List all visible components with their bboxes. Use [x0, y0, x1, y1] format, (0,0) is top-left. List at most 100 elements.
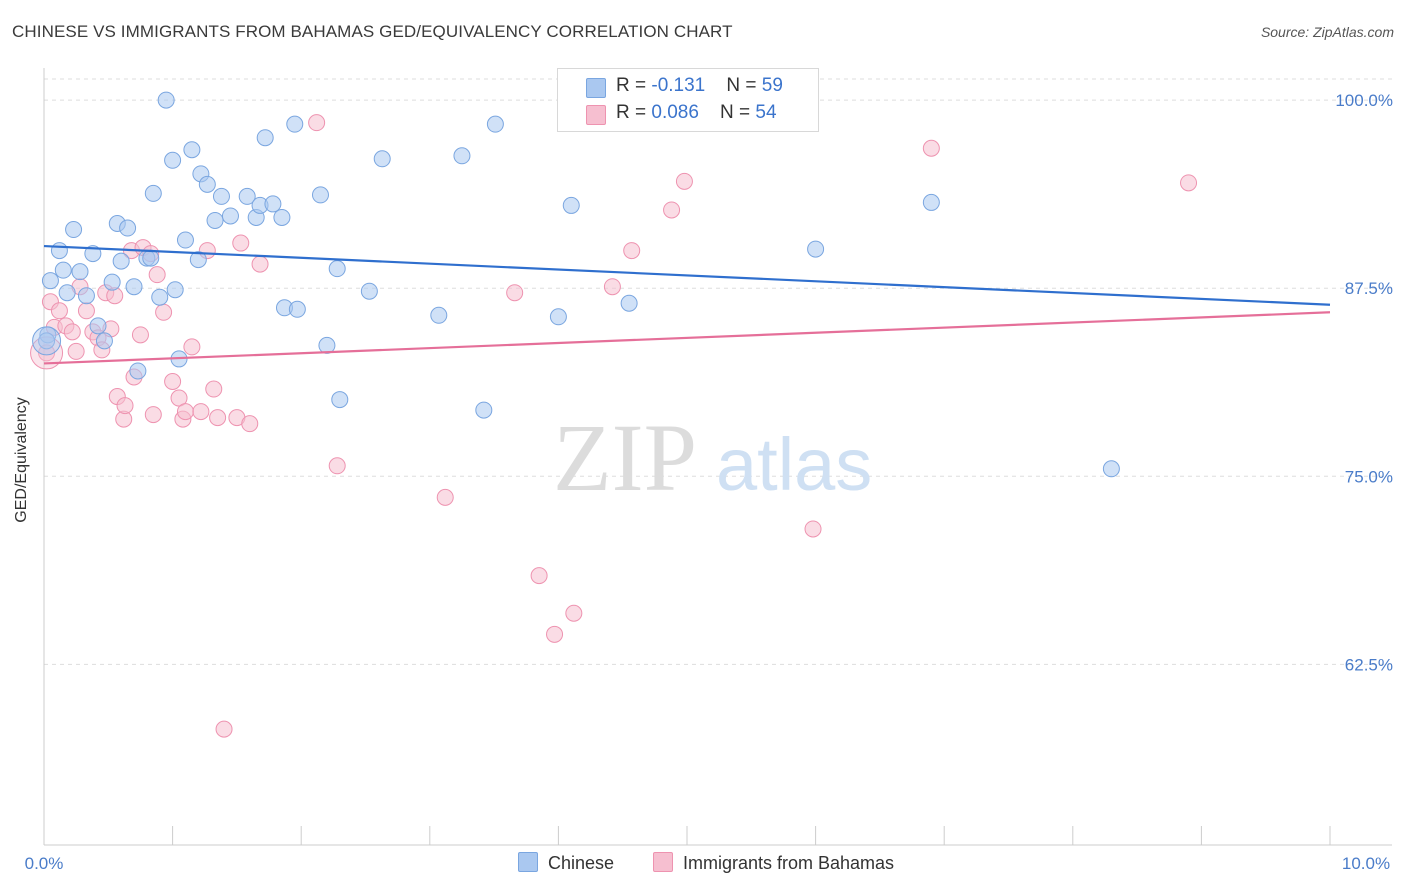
chinese-point [922, 193, 940, 211]
bahamas-trend-line [43, 311, 1331, 365]
chinese-point [198, 175, 216, 193]
chinese-point [54, 261, 72, 279]
x-tick-label: 0.0% [25, 854, 64, 873]
chinese-point [256, 129, 274, 147]
series-chinese-points [32, 91, 1120, 478]
chinese-point [144, 184, 162, 202]
chinese-cluster-point [32, 326, 62, 356]
bahamas-point [155, 303, 173, 321]
y-tick-label: 75.0% [1345, 467, 1393, 486]
y-tick-label: 100.0% [1335, 91, 1393, 110]
bahamas-point [506, 284, 524, 302]
bahamas-point [50, 302, 68, 320]
chinese-point [807, 240, 825, 258]
chinese-point [58, 284, 76, 302]
axes [43, 68, 1392, 846]
chinese-point [328, 260, 346, 278]
bahamas-point [215, 720, 233, 738]
chinese-point [288, 300, 306, 318]
chinese-point [620, 294, 638, 312]
watermark: ZIP atlas [553, 404, 872, 511]
legend-box: R = -0.131 N = 59 R = 0.086 N = 54 [557, 68, 819, 132]
chinese-point [166, 281, 184, 299]
chinese-point [430, 306, 448, 324]
chinese-point [125, 278, 143, 296]
bahamas-point [603, 278, 621, 296]
trend-lines [43, 244, 1331, 365]
chinese-point [1102, 460, 1120, 478]
chinese-point [84, 245, 102, 263]
legend-r-label-chinese: R = [616, 75, 652, 96]
chinese-point [38, 332, 56, 350]
chinese-point [486, 115, 504, 133]
chinese-point [103, 273, 121, 291]
chart-title: CHINESE VS IMMIGRANTS FROM BAHAMAS GED/E… [12, 22, 733, 41]
bottom-legend-swatch-chinese [518, 852, 538, 872]
bahamas-point [192, 403, 210, 421]
chinese-point [112, 252, 130, 270]
chinese-point [238, 187, 256, 205]
bahamas-point [164, 373, 182, 391]
chinese-point [151, 288, 169, 306]
legend-r-value-bahamas: 0.086 [651, 102, 699, 123]
bottom-legend-chinese: Chinese [518, 852, 614, 874]
bottom-legend-label-chinese: Chinese [548, 853, 615, 873]
chinese-point [77, 287, 95, 305]
legend-swatch-chinese [586, 78, 606, 98]
bahamas-point [623, 242, 641, 260]
chinese-trend-line [43, 244, 1331, 306]
legend-r-label-bahamas: R = [616, 102, 652, 123]
chinese-point [95, 332, 113, 350]
chinese-point [311, 186, 329, 204]
bahamas-point [116, 397, 134, 415]
bahamas-point [205, 380, 223, 398]
bahamas-point [530, 567, 548, 585]
watermark-zip: ZIP [553, 404, 697, 511]
x-tick-label: 10.0% [1342, 854, 1390, 873]
legend-n-value-bahamas: 54 [755, 102, 777, 123]
bahamas-point [131, 326, 149, 344]
bahamas-point [251, 255, 269, 273]
series-bahamas-points [30, 114, 1198, 738]
bahamas-point [436, 488, 454, 506]
bottom-legend-swatch-bahamas [653, 852, 673, 872]
chinese-point [318, 336, 336, 354]
chinese-point [264, 195, 282, 213]
bahamas-point [565, 604, 583, 622]
gridlines [44, 78, 1392, 665]
bahamas-point [176, 403, 194, 421]
bahamas-point [675, 172, 693, 190]
chinese-point [164, 151, 182, 169]
chinese-point [360, 282, 378, 300]
watermark-atlas: atlas [716, 423, 872, 506]
chinese-point [71, 263, 89, 281]
y-tick-label: 62.5% [1345, 655, 1393, 674]
bahamas-point [183, 338, 201, 356]
bahamas-point [546, 625, 564, 643]
bahamas-point [232, 234, 250, 252]
bahamas-point [144, 406, 162, 424]
chinese-point [142, 249, 160, 267]
bahamas-point [663, 201, 681, 219]
bahamas-point [209, 409, 227, 427]
chinese-point [373, 150, 391, 168]
chinese-point [286, 115, 304, 133]
chinese-point [41, 272, 59, 290]
legend-swatch-bahamas [586, 105, 606, 125]
bahamas-point [241, 415, 259, 433]
chinese-point [273, 208, 291, 226]
chinese-point [50, 242, 68, 260]
bahamas-point [804, 520, 822, 538]
legend-n-label-chinese: N = [726, 75, 762, 96]
bahamas-point [1180, 174, 1198, 192]
tick-labels: 62.5% 75.0% 87.5% 100.0% 0.0% 10.0% [25, 91, 1393, 873]
source-label: Source: ZipAtlas.com [1260, 24, 1394, 40]
chinese-point [65, 221, 83, 239]
bahamas-point [328, 457, 346, 475]
bahamas-point [67, 342, 85, 360]
y-tick-label: 87.5% [1345, 279, 1393, 298]
chinese-point [549, 308, 567, 326]
legend-n-value-chinese: 59 [761, 75, 783, 96]
bottom-legend-label-bahamas: Immigrants from Bahamas [683, 853, 895, 873]
